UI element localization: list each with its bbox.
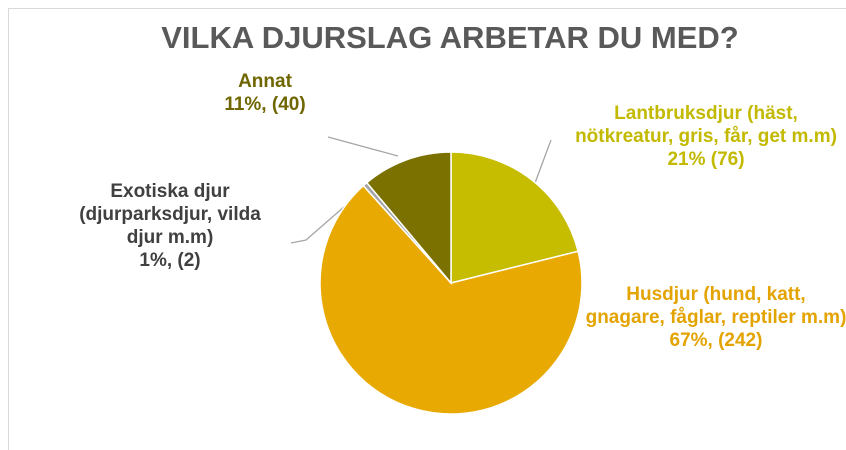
slice-label: Husdjur (hund, katt, gnagare, fåglar, re… — [585, 283, 846, 352]
category-label: Exotiska djur (djurparksdjur, vilda djur… — [79, 181, 261, 248]
leader-line — [534, 139, 552, 184]
value-label: 11%, (40) — [224, 94, 306, 115]
category-label: Annat — [238, 71, 292, 92]
slice-label: Lantbruksdjur (häst, nötkreatur, gris, f… — [570, 102, 842, 171]
value-label: 1%, (2) — [139, 250, 201, 271]
chart-border — [8, 8, 846, 450]
category-label: Lantbruksdjur (häst, nötkreatur, gris, f… — [575, 103, 837, 147]
slice-label: Exotiska djur (djurparksdjur, vilda djur… — [70, 180, 270, 272]
value-label: 21% (76) — [667, 149, 745, 170]
value-label: 67%, (242) — [669, 330, 763, 351]
slice-label: Annat 11%, (40) — [190, 70, 340, 116]
pie-slice — [365, 151, 452, 286]
leader-line — [327, 136, 399, 157]
pie-slice — [450, 151, 580, 284]
pie-slice — [319, 184, 583, 415]
chart-title: VILKA DJURSLAG ARBETAR DU MED? — [161, 20, 739, 55]
category-label: Husdjur (hund, katt, gnagare, fåglar, re… — [585, 284, 846, 328]
